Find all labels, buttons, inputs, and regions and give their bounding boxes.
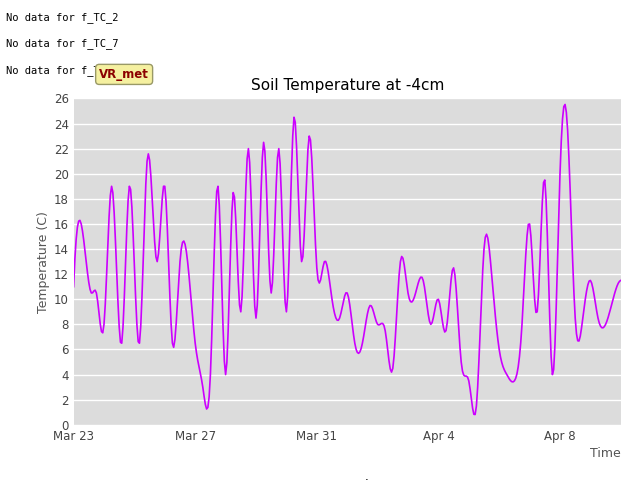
Text: No data for f_TC_7: No data for f_TC_7 [6,38,119,49]
Y-axis label: Temperature (C): Temperature (C) [36,211,49,312]
Text: VR_met: VR_met [99,68,149,81]
Text: No data for f_TC_12: No data for f_TC_12 [6,65,125,76]
X-axis label: Time: Time [590,447,621,460]
Text: No data for f_TC_2: No data for f_TC_2 [6,12,119,23]
Title: Soil Temperature at -4cm: Soil Temperature at -4cm [250,78,444,93]
Legend: Tair: Tair [315,474,380,480]
